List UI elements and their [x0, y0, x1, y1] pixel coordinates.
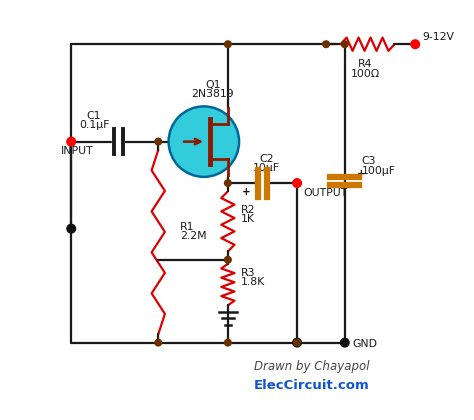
Circle shape — [68, 138, 74, 145]
Text: R2: R2 — [241, 205, 255, 215]
Circle shape — [341, 41, 348, 47]
Circle shape — [340, 339, 349, 347]
Text: R4: R4 — [358, 59, 373, 69]
Text: 100Ω: 100Ω — [351, 68, 380, 79]
Text: 2.2M: 2.2M — [180, 231, 207, 241]
Text: 9-12V: 9-12V — [423, 32, 455, 42]
Circle shape — [294, 339, 301, 346]
Text: 0.1μF: 0.1μF — [79, 121, 109, 130]
Text: +: + — [242, 187, 251, 197]
Circle shape — [169, 106, 239, 177]
Circle shape — [225, 41, 231, 47]
Text: C3: C3 — [361, 156, 376, 166]
Text: OUTPUT: OUTPUT — [303, 188, 347, 198]
Text: C2: C2 — [259, 154, 274, 164]
Text: 1.8K: 1.8K — [241, 278, 265, 287]
Circle shape — [293, 339, 301, 347]
Text: ElecCircuit.com: ElecCircuit.com — [254, 379, 369, 392]
Circle shape — [411, 40, 419, 49]
Circle shape — [67, 137, 75, 146]
Circle shape — [225, 339, 231, 346]
Text: R1: R1 — [180, 222, 194, 232]
Circle shape — [225, 180, 231, 186]
Circle shape — [323, 41, 329, 47]
Circle shape — [225, 257, 231, 263]
Text: C1: C1 — [87, 111, 101, 121]
Text: Q1: Q1 — [205, 80, 221, 90]
Text: 10μF: 10μF — [253, 163, 280, 173]
Text: 100μF: 100μF — [361, 165, 395, 176]
Circle shape — [67, 224, 75, 233]
Text: +: + — [357, 169, 366, 179]
Circle shape — [155, 339, 162, 346]
Text: 2N3819: 2N3819 — [191, 89, 234, 99]
Circle shape — [293, 179, 301, 187]
Text: R3: R3 — [241, 268, 255, 278]
Text: GND: GND — [352, 339, 377, 349]
Circle shape — [155, 138, 162, 145]
Text: INPUT: INPUT — [61, 146, 93, 156]
Circle shape — [341, 339, 348, 346]
Text: 1K: 1K — [241, 214, 255, 224]
Text: Drawn by Chayapol: Drawn by Chayapol — [254, 360, 369, 373]
